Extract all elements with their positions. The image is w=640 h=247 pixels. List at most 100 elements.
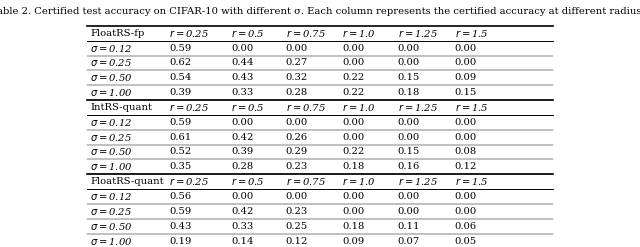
Text: 0.00: 0.00 <box>285 43 308 53</box>
Text: 0.16: 0.16 <box>397 162 420 171</box>
Text: $r = $0.5: $r = $0.5 <box>231 28 264 39</box>
Text: $r = $1.0: $r = $1.0 <box>342 28 376 39</box>
Text: $\sigma = $0.12: $\sigma = $0.12 <box>90 191 132 202</box>
Text: $r = $1.5: $r = $1.5 <box>455 28 488 39</box>
Text: $\sigma = $0.50: $\sigma = $0.50 <box>90 146 133 158</box>
Text: $\sigma = $1.00: $\sigma = $1.00 <box>90 161 133 172</box>
Text: $\sigma = $0.25: $\sigma = $0.25 <box>90 206 132 217</box>
Text: 0.00: 0.00 <box>231 43 253 53</box>
Text: 0.00: 0.00 <box>455 43 477 53</box>
Text: 0.00: 0.00 <box>455 133 477 142</box>
Text: 0.22: 0.22 <box>342 147 364 156</box>
Text: FloatRS-quant: FloatRS-quant <box>90 177 164 186</box>
Text: 0.00: 0.00 <box>342 192 364 201</box>
Text: 0.00: 0.00 <box>455 192 477 201</box>
Text: 0.44: 0.44 <box>231 59 253 67</box>
Text: 0.08: 0.08 <box>455 147 477 156</box>
Text: $r = $0.75: $r = $0.75 <box>285 176 326 187</box>
Text: 0.43: 0.43 <box>169 222 191 231</box>
Text: 0.07: 0.07 <box>397 236 420 246</box>
Text: $\sigma = $0.12: $\sigma = $0.12 <box>90 42 132 54</box>
Text: 0.25: 0.25 <box>285 222 308 231</box>
Text: 0.27: 0.27 <box>285 59 308 67</box>
Text: 0.00: 0.00 <box>397 133 420 142</box>
Text: 0.14: 0.14 <box>231 236 253 246</box>
Text: $\sigma = $1.00: $\sigma = $1.00 <box>90 87 133 98</box>
Text: $\sigma = $0.50: $\sigma = $0.50 <box>90 221 133 232</box>
Text: 0.39: 0.39 <box>231 147 253 156</box>
Text: 0.00: 0.00 <box>342 59 364 67</box>
Text: $r = $0.25: $r = $0.25 <box>169 28 209 39</box>
Text: 0.19: 0.19 <box>169 236 191 246</box>
Text: 0.00: 0.00 <box>455 207 477 216</box>
Text: 0.00: 0.00 <box>231 118 253 127</box>
Text: 0.39: 0.39 <box>169 88 191 97</box>
Text: 0.32: 0.32 <box>285 73 308 82</box>
Text: 0.09: 0.09 <box>342 236 364 246</box>
Text: 0.12: 0.12 <box>455 162 477 171</box>
Text: 0.00: 0.00 <box>397 43 420 53</box>
Text: 0.00: 0.00 <box>231 192 253 201</box>
Text: 0.28: 0.28 <box>231 162 253 171</box>
Text: 0.15: 0.15 <box>397 147 420 156</box>
Text: 0.00: 0.00 <box>342 207 364 216</box>
Text: 0.56: 0.56 <box>169 192 191 201</box>
Text: $r = $0.5: $r = $0.5 <box>231 176 264 187</box>
Text: 0.18: 0.18 <box>342 162 364 171</box>
Text: 0.28: 0.28 <box>285 88 308 97</box>
Text: 0.00: 0.00 <box>455 118 477 127</box>
Text: $\sigma = $0.25: $\sigma = $0.25 <box>90 132 132 143</box>
Text: 0.09: 0.09 <box>455 73 477 82</box>
Text: 0.59: 0.59 <box>169 118 191 127</box>
Text: 0.59: 0.59 <box>169 207 191 216</box>
Text: $r = $0.25: $r = $0.25 <box>169 102 209 113</box>
Text: $\sigma = $0.25: $\sigma = $0.25 <box>90 57 132 68</box>
Text: $r = $0.5: $r = $0.5 <box>231 102 264 113</box>
Text: 0.00: 0.00 <box>397 118 420 127</box>
Text: $\sigma = $0.50: $\sigma = $0.50 <box>90 72 133 83</box>
Text: $\sigma = $1.00: $\sigma = $1.00 <box>90 235 133 247</box>
Text: 0.23: 0.23 <box>285 162 308 171</box>
Text: 0.00: 0.00 <box>397 192 420 201</box>
Text: 0.43: 0.43 <box>231 73 253 82</box>
Text: 0.42: 0.42 <box>231 133 253 142</box>
Text: FloatRS-fp: FloatRS-fp <box>90 29 145 38</box>
Text: 0.05: 0.05 <box>455 236 477 246</box>
Text: 0.35: 0.35 <box>169 162 191 171</box>
Text: $r = $0.25: $r = $0.25 <box>169 176 209 187</box>
Text: Table 2. Certified test accuracy on CIFAR-10 with different σ. Each column repre: Table 2. Certified test accuracy on CIFA… <box>0 7 640 16</box>
Text: 0.42: 0.42 <box>231 207 253 216</box>
Text: 0.15: 0.15 <box>455 88 477 97</box>
Text: 0.62: 0.62 <box>169 59 191 67</box>
Text: 0.22: 0.22 <box>342 88 364 97</box>
Text: IntRS-quant: IntRS-quant <box>90 103 152 112</box>
Text: $r = $1.0: $r = $1.0 <box>342 102 376 113</box>
Text: 0.26: 0.26 <box>285 133 308 142</box>
Text: $\sigma = $0.12: $\sigma = $0.12 <box>90 117 132 128</box>
Text: $r = $1.5: $r = $1.5 <box>455 176 488 187</box>
Text: 0.52: 0.52 <box>169 147 191 156</box>
Text: $r = $1.25: $r = $1.25 <box>397 28 437 39</box>
Text: 0.23: 0.23 <box>285 207 308 216</box>
Text: 0.29: 0.29 <box>285 147 308 156</box>
Text: 0.15: 0.15 <box>397 73 420 82</box>
Text: 0.54: 0.54 <box>169 73 191 82</box>
Text: 0.11: 0.11 <box>397 222 420 231</box>
Text: $r = $0.75: $r = $0.75 <box>285 28 326 39</box>
Text: 0.00: 0.00 <box>455 59 477 67</box>
Text: $r = $1.25: $r = $1.25 <box>397 102 437 113</box>
Text: 0.00: 0.00 <box>397 207 420 216</box>
Text: 0.12: 0.12 <box>285 236 308 246</box>
Text: $r = $0.75: $r = $0.75 <box>285 102 326 113</box>
Text: 0.00: 0.00 <box>285 192 308 201</box>
Text: 0.33: 0.33 <box>231 88 253 97</box>
Text: 0.00: 0.00 <box>342 118 364 127</box>
Text: 0.59: 0.59 <box>169 43 191 53</box>
Text: 0.00: 0.00 <box>285 118 308 127</box>
Text: 0.06: 0.06 <box>455 222 477 231</box>
Text: 0.33: 0.33 <box>231 222 253 231</box>
Text: $r = $1.0: $r = $1.0 <box>342 176 376 187</box>
Text: 0.18: 0.18 <box>342 222 364 231</box>
Text: 0.22: 0.22 <box>342 73 364 82</box>
Text: 0.61: 0.61 <box>169 133 191 142</box>
